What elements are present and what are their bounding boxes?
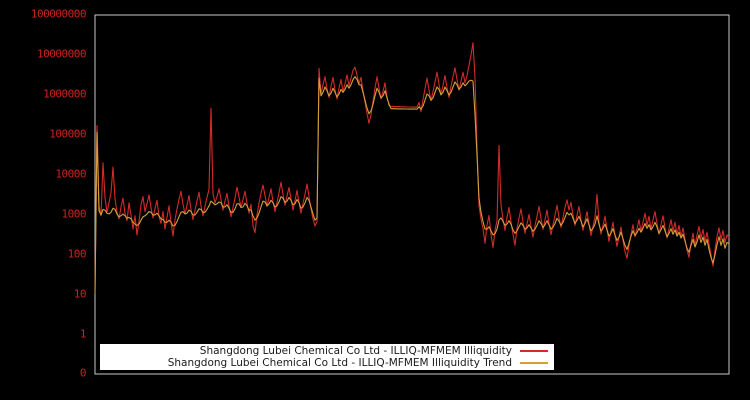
svg-text:100000: 100000: [49, 128, 86, 141]
svg-text:1000: 1000: [62, 208, 87, 221]
legend-row-trend: Shangdong Lubei Chemical Co Ltd - ILLIQ-…: [100, 357, 548, 369]
svg-text:100: 100: [68, 248, 86, 261]
illiquidity-line: [94, 42, 730, 291]
svg-text:1000000: 1000000: [43, 88, 86, 101]
legend-label-trend: Shangdong Lubei Chemical Co Ltd - ILLIQ-…: [167, 357, 512, 369]
svg-text:1: 1: [80, 328, 86, 341]
svg-text:10000000: 10000000: [37, 48, 86, 61]
plot-border: [94, 14, 730, 375]
svg-text:10000: 10000: [55, 168, 86, 181]
legend-line-sample-trend: [520, 362, 548, 364]
y-axis-labels: 1000000001000000010000001000001000010001…: [31, 8, 87, 380]
svg-text:10: 10: [74, 288, 86, 301]
illiquidity-trend-line: [94, 76, 730, 295]
svg-text:0: 0: [80, 367, 86, 380]
svg-text:100000000: 100000000: [31, 8, 86, 21]
legend-line-sample-illiquidity: [520, 350, 548, 352]
legend-box: Shangdong Lubei Chemical Co Ltd - ILLIQ-…: [100, 344, 554, 370]
legend-row-illiquidity: Shangdong Lubei Chemical Co Ltd - ILLIQ-…: [100, 345, 548, 357]
legend-label-illiquidity: Shangdong Lubei Chemical Co Ltd - ILLIQ-…: [199, 345, 512, 357]
